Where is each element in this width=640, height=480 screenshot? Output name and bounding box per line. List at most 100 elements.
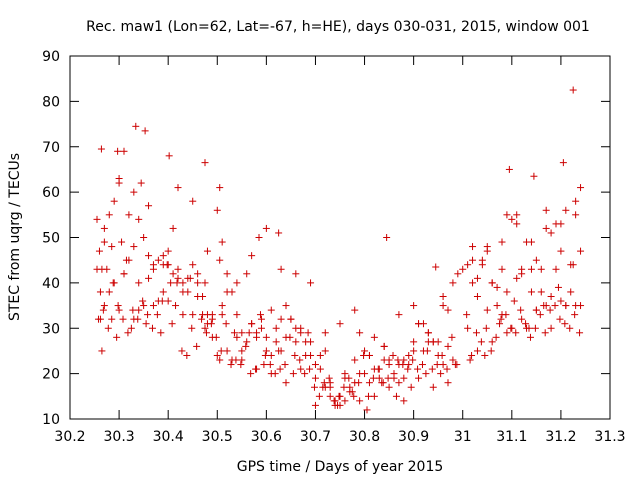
data-point (238, 356, 246, 364)
data-point (297, 365, 305, 373)
data-point (248, 320, 256, 328)
data-point (422, 370, 430, 378)
data-point (405, 351, 413, 359)
data-point (291, 351, 299, 359)
data-point (507, 324, 515, 332)
data-point (526, 333, 534, 341)
data-point (493, 283, 501, 291)
data-point (142, 320, 150, 328)
data-point (488, 279, 496, 287)
data-point (139, 297, 147, 305)
data-point (464, 261, 472, 269)
x-tick-label: 30.3 (104, 429, 135, 445)
y-tick-label: 70 (42, 140, 60, 156)
data-point (179, 279, 187, 287)
data-point (232, 356, 240, 364)
data-point (292, 338, 300, 346)
data-point (562, 206, 570, 214)
data-point (385, 356, 393, 364)
data-point (518, 315, 526, 323)
data-point (272, 338, 280, 346)
data-point (315, 392, 323, 400)
data-point (481, 351, 489, 359)
data-point (118, 238, 126, 246)
data-point (513, 211, 521, 219)
data-point (389, 351, 397, 359)
data-point (114, 302, 122, 310)
data-point (429, 338, 437, 346)
data-point (223, 270, 231, 278)
data-point (94, 315, 102, 323)
data-point (307, 279, 315, 287)
data-point (316, 351, 324, 359)
data-point (384, 374, 392, 382)
data-point (375, 374, 383, 382)
data-point (400, 397, 408, 405)
data-point (540, 302, 548, 310)
data-point (439, 292, 447, 300)
data-point (310, 383, 318, 391)
data-point (410, 347, 418, 355)
data-point (119, 315, 127, 323)
data-point (223, 347, 231, 355)
data-point (141, 127, 149, 135)
data-point (164, 247, 172, 255)
data-point (562, 302, 570, 310)
data-point (256, 311, 264, 319)
data-point (496, 320, 504, 328)
data-point (532, 256, 540, 264)
data-point (311, 401, 319, 409)
data-point (110, 197, 118, 205)
y-tick-label: 20 (42, 367, 60, 383)
data-point (233, 333, 241, 341)
data-point (537, 265, 545, 273)
data-point (492, 333, 500, 341)
x-tick-label: 31.3 (594, 429, 625, 445)
data-point (157, 329, 165, 337)
data-point (438, 351, 446, 359)
data-point (572, 197, 580, 205)
data-point (448, 333, 456, 341)
data-point (542, 206, 550, 214)
chart-title: Rec. maw1 (Lon=62, Lat=-67, h=HE), days … (86, 19, 590, 35)
data-point (348, 388, 356, 396)
data-point (473, 274, 481, 282)
data-point (194, 270, 202, 278)
data-point (547, 324, 555, 332)
data-point (469, 279, 477, 287)
data-point (316, 365, 324, 373)
data-point (164, 297, 172, 305)
data-point (230, 329, 238, 337)
data-point (370, 333, 378, 341)
data-point (218, 238, 226, 246)
data-point (97, 145, 105, 153)
data-point (508, 215, 516, 223)
data-point (113, 333, 121, 341)
data-point (114, 147, 122, 155)
data-point (449, 356, 457, 364)
data-point (341, 397, 349, 405)
data-point (255, 234, 263, 241)
data-point (356, 329, 364, 337)
data-point (218, 302, 226, 310)
data-point (148, 324, 156, 332)
data-point (173, 279, 181, 287)
data-point (174, 184, 182, 192)
data-point (410, 338, 418, 346)
data-point (115, 306, 123, 314)
data-point (334, 401, 342, 409)
data-point (557, 247, 565, 255)
data-point (567, 288, 575, 296)
data-point (556, 315, 564, 323)
data-point (302, 351, 310, 359)
data-point (319, 383, 327, 391)
x-tick-label: 31.1 (496, 429, 527, 445)
data-point (400, 374, 408, 382)
data-point (410, 302, 418, 310)
data-point (311, 361, 319, 369)
data-point (325, 374, 333, 382)
data-point (216, 184, 224, 192)
data-point (159, 252, 167, 260)
data-point (577, 247, 585, 255)
data-point (383, 234, 391, 241)
